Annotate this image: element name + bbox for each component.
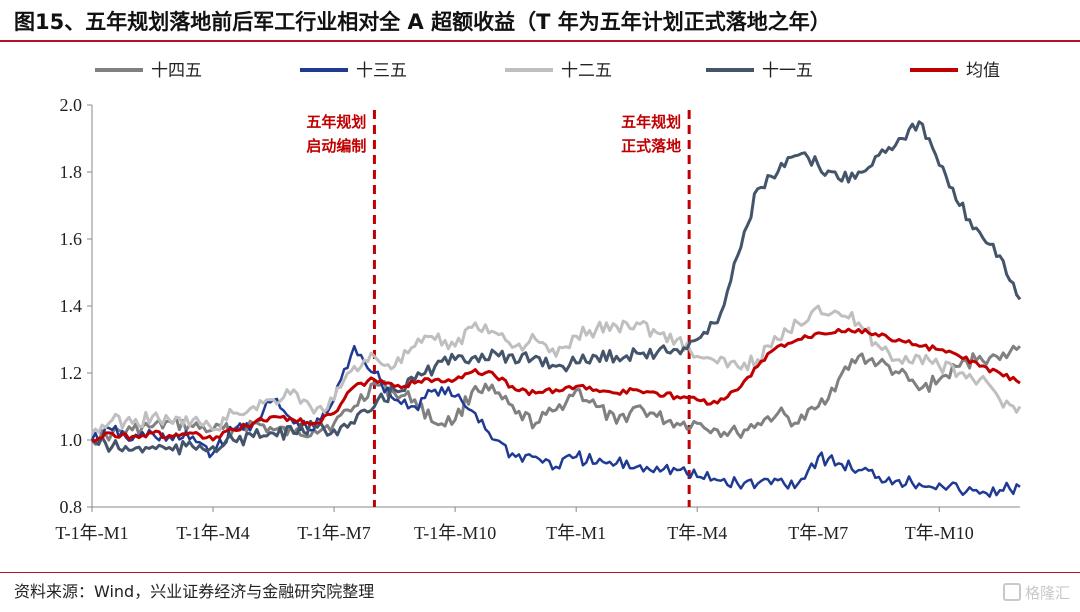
x-tick-label: T-1年-M10 (414, 523, 496, 543)
x-tick-label: T年-M10 (905, 523, 974, 543)
annotation-label: 启动编制 (306, 137, 366, 155)
watermark: 格隆汇 (1002, 582, 1070, 603)
legend-label: 十四五 (151, 61, 202, 81)
watermark-logo-icon (1002, 583, 1021, 601)
x-tick-label: T-1年-M4 (176, 523, 249, 543)
y-tick-label: 1.2 (60, 363, 83, 383)
x-tick-label: T年-M4 (667, 523, 727, 543)
legend: 十四五 十三五 十二五 十一五 均值 (95, 61, 1000, 81)
annotation-label: 正式落地 (621, 137, 681, 155)
annotation-label: 五年规划 (621, 113, 681, 131)
legend-label: 十三五 (356, 61, 407, 81)
footer-divider (0, 572, 1080, 573)
y-tick-label: 1.6 (60, 229, 83, 249)
legend-label: 均值 (966, 61, 1000, 81)
legend-label: 十一五 (762, 61, 813, 81)
annotation-label: 五年规划 (306, 113, 366, 131)
chart-axes: 0.8 1.0 1.2 1.4 1.6 1.8 2.0 T-1年-M1 T-1年-M4 T-1年-… (55, 95, 1020, 543)
chart-title: 图15、五年规划落地前后军工行业相对全 A 超额收益（T 年为五年计划正式落地之… (14, 10, 831, 34)
series-line-3 (90, 304, 1022, 435)
series-line-5 (91, 327, 1021, 443)
x-tick-label: T-1年-M7 (297, 523, 370, 543)
y-tick-label: 1.4 (60, 296, 83, 316)
y-tick-label: 1.0 (60, 430, 83, 450)
series-line-4 (91, 120, 1022, 456)
series-lines (90, 120, 1022, 498)
series-line-1 (90, 344, 1022, 446)
legend-label: 十二五 (561, 61, 612, 81)
title-divider (0, 40, 1080, 42)
source-note: 资料来源：Wind，兴业证券经济与金融研究院整理 (14, 582, 375, 601)
x-tick-label: T年-M7 (788, 523, 848, 543)
y-tick-label: 2.0 (60, 95, 83, 115)
y-tick-label: 1.8 (60, 162, 83, 182)
chart-canvas: 十四五 十三五 十二五 十一五 均值 0.8 1.0 1.2 1.4 1.6 1.8 2.0 T-1年… (55, 61, 1022, 543)
watermark-text: 格隆汇 (1024, 584, 1070, 602)
y-tick-label: 0.8 (60, 497, 83, 517)
x-tick-label: T年-M1 (546, 523, 606, 543)
series-line-2 (90, 344, 1021, 498)
x-tick-label: T-1年-M1 (55, 523, 128, 543)
